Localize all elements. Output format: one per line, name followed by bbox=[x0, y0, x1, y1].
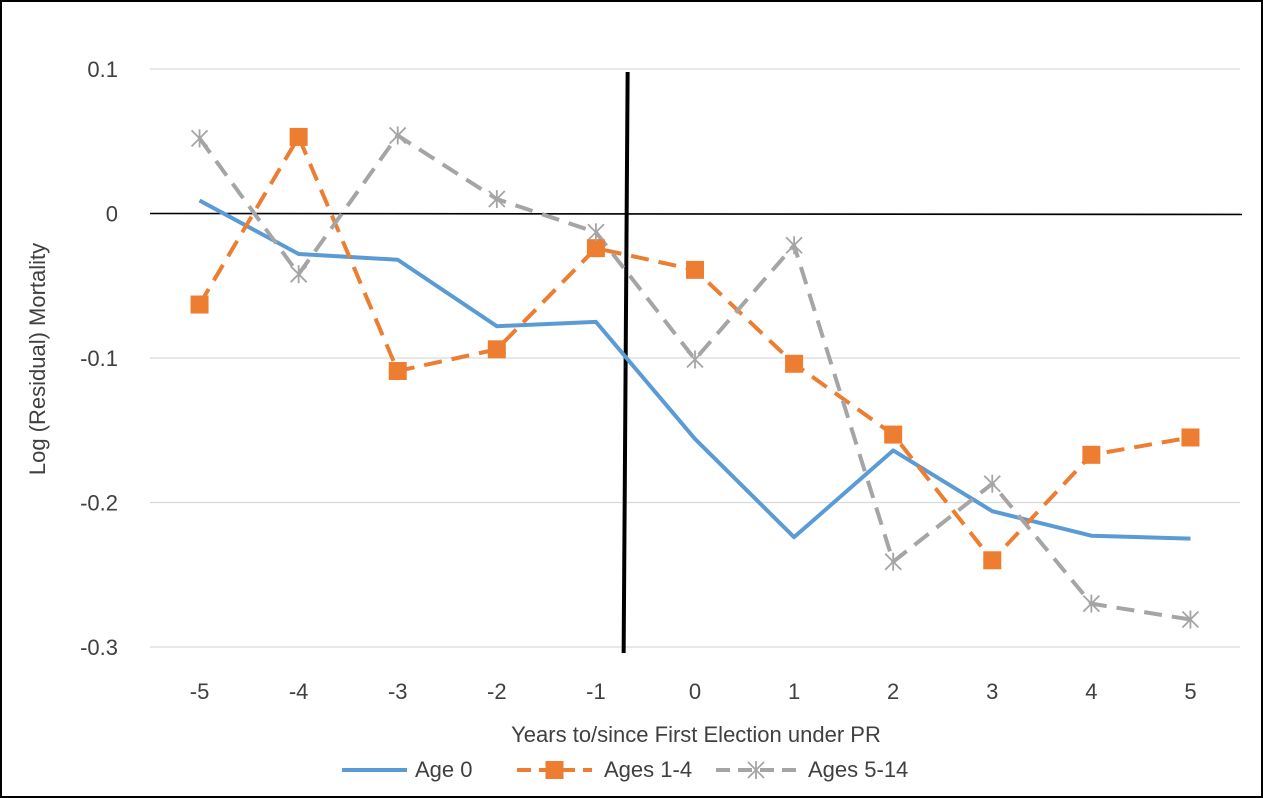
data-point bbox=[190, 295, 209, 314]
legend-entry: Ages 1-4 bbox=[517, 757, 692, 782]
series-lines bbox=[197, 133, 1191, 622]
series-line bbox=[198, 198, 1191, 541]
x-tick-label: 2 bbox=[887, 679, 899, 704]
data-point bbox=[884, 552, 902, 571]
x-tick-label: -1 bbox=[586, 679, 606, 704]
data-point bbox=[884, 425, 903, 444]
x-tick-label: -2 bbox=[487, 679, 507, 704]
x-axis-title: Years to/since First Election under PR bbox=[511, 722, 881, 747]
zero-reference-line bbox=[149, 212, 1243, 216]
legend-marker bbox=[747, 761, 765, 779]
data-point bbox=[389, 126, 407, 145]
data-point bbox=[1082, 594, 1101, 613]
data-point bbox=[785, 354, 804, 373]
x-tick-label: -5 bbox=[190, 679, 210, 704]
data-point bbox=[686, 260, 704, 279]
data-point bbox=[686, 350, 704, 369]
x-tick-label: -4 bbox=[289, 679, 309, 704]
data-point bbox=[1181, 428, 1200, 447]
data-point bbox=[587, 223, 605, 242]
data-point bbox=[190, 129, 209, 148]
data-point bbox=[983, 474, 1001, 493]
x-tick-label: 3 bbox=[986, 679, 998, 704]
x-tick-label: -3 bbox=[388, 679, 408, 704]
legend-marker bbox=[545, 761, 564, 779]
data-point bbox=[1082, 445, 1101, 464]
legend-label: Ages 5-14 bbox=[808, 757, 908, 782]
legend: Age 0 Ages 1-4 Ages 5-14 bbox=[342, 757, 908, 782]
y-tick-label: -0.2 bbox=[80, 491, 118, 516]
x-tick-label: 5 bbox=[1184, 679, 1196, 704]
data-point bbox=[983, 551, 1002, 570]
data-point bbox=[1181, 610, 1200, 629]
x-axis-ticks: -5 -4 -3 -2 -1 0 1 2 3 4 5 bbox=[190, 679, 1197, 704]
x-tick-label: 4 bbox=[1085, 679, 1097, 704]
legend-label: Age 0 bbox=[415, 757, 473, 782]
event-reference-line bbox=[621, 71, 630, 654]
legend-label: Ages 1-4 bbox=[604, 757, 692, 782]
y-tick-label: -0.1 bbox=[80, 346, 118, 371]
y-tick-label: -0.3 bbox=[80, 635, 118, 660]
legend-entry: Age 0 bbox=[342, 757, 473, 782]
y-tick-label: 0.1 bbox=[87, 57, 118, 82]
y-tick-label: 0 bbox=[106, 202, 118, 227]
legend-entry: Ages 5-14 bbox=[716, 757, 908, 782]
data-point bbox=[388, 362, 407, 381]
data-point bbox=[488, 190, 506, 209]
series-line bbox=[197, 134, 1191, 563]
y-axis-ticks: 0.1 0 -0.1 -0.2 -0.3 bbox=[80, 57, 118, 660]
series-line bbox=[197, 133, 1191, 622]
data-point bbox=[785, 236, 803, 255]
x-tick-label: 0 bbox=[689, 679, 701, 704]
reference-lines bbox=[149, 71, 1243, 654]
series-markers bbox=[190, 126, 1200, 629]
data-point bbox=[289, 265, 308, 284]
data-point bbox=[586, 239, 605, 258]
data-point bbox=[289, 127, 308, 146]
y-axis-title: Log (Residual) Mortality bbox=[25, 243, 50, 475]
x-tick-label: 1 bbox=[788, 679, 800, 704]
data-point bbox=[487, 340, 506, 359]
